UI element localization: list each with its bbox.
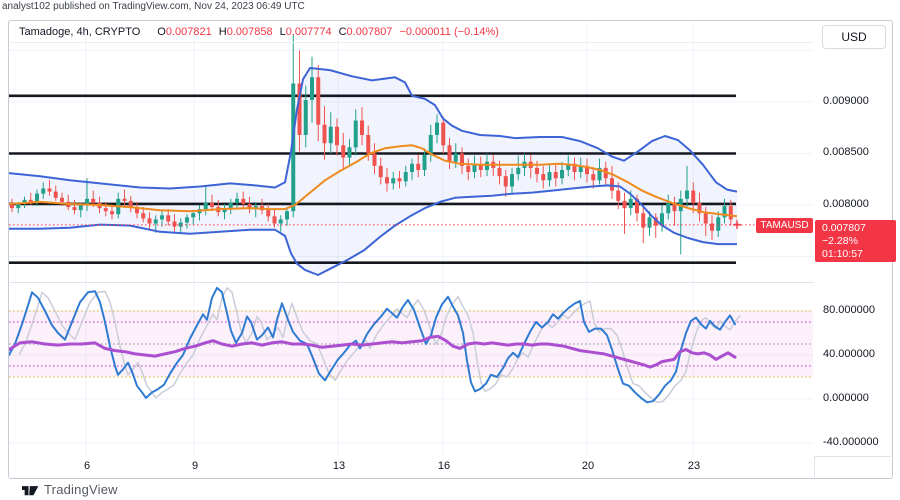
price-axis-label: 0.008000 bbox=[823, 198, 869, 210]
legend-high-label: H bbox=[218, 26, 227, 38]
price-axis-label: 0.008500 bbox=[823, 146, 869, 158]
legend-open-value: 0.007821 bbox=[165, 26, 212, 38]
price-axis-label: 40.000000 bbox=[823, 348, 875, 360]
time-axis-label: 16 bbox=[437, 460, 451, 472]
main-price-pane[interactable] bbox=[9, 22, 813, 282]
tradingview-icon bbox=[22, 485, 39, 495]
chart-widget: Tamadoge, 4h, CRYPTO O0.007821 H0.007858 L0… bbox=[8, 20, 896, 479]
price-axis-label: 0.009000 bbox=[823, 95, 869, 107]
tradingview-logo[interactable]: TradingView bbox=[22, 482, 118, 497]
time-axis-label: 23 bbox=[687, 460, 701, 472]
legend-low-value: 0.007774 bbox=[285, 26, 332, 38]
time-axis-label: 6 bbox=[83, 460, 91, 472]
last-price-change: −2.28% bbox=[822, 235, 858, 247]
price-line-symbol-tag: TAMAUSD bbox=[756, 218, 813, 233]
bollinger-bands bbox=[9, 67, 738, 276]
legend-open-label: O bbox=[157, 26, 166, 38]
last-price-box: 0.007807 −2.28% 01:10:57 bbox=[815, 220, 896, 262]
legend-close-value: 0.007807 bbox=[346, 26, 393, 38]
stoch-k-line bbox=[9, 286, 736, 404]
stochastic-pane[interactable] bbox=[9, 283, 813, 456]
legend-symbol[interactable]: Tamadoge, 4h, CRYPTO bbox=[19, 26, 141, 38]
tradingview-wordmark: TradingView bbox=[44, 482, 118, 497]
currency-toggle-usd[interactable]: USD bbox=[822, 25, 886, 49]
title-divider bbox=[10, 42, 814, 43]
legend-high-value: 0.007858 bbox=[226, 26, 273, 38]
chart-legend: Tamadoge, 4h, CRYPTO O0.007821 H0.007858 L0… bbox=[19, 26, 499, 38]
legend-low-label: L bbox=[279, 26, 286, 38]
price-axis-label: 0.000000 bbox=[823, 392, 869, 404]
price-axis-label: 80.000000 bbox=[823, 304, 875, 316]
bollinger-fill bbox=[9, 68, 737, 275]
attribution-text: analyst102 published on TradingView.com,… bbox=[2, 1, 305, 12]
stoch-d-line bbox=[9, 334, 737, 369]
stoch-band bbox=[9, 310, 813, 378]
last-price-line bbox=[9, 220, 813, 229]
pane-divider[interactable] bbox=[10, 282, 891, 283]
legend-change-value: −0.000011 (−0.14%) bbox=[399, 26, 499, 38]
stoch-signal-line bbox=[18, 287, 741, 404]
last-price-value: 0.007807 bbox=[822, 222, 866, 234]
time-axis-label: 20 bbox=[581, 460, 595, 472]
price-axis[interactable]: USD 0.0090000.0085000.0080000.00750080.0… bbox=[814, 21, 896, 456]
legend-close-label: C bbox=[338, 26, 347, 38]
bar-countdown: 01:10:57 bbox=[822, 248, 863, 260]
time-axis-label: 13 bbox=[332, 460, 346, 472]
time-axis[interactable]: 6 9 13 16 20 23 bbox=[9, 456, 814, 477]
time-axis-label: 9 bbox=[191, 460, 199, 472]
price-axis-label: -40.000000 bbox=[823, 436, 879, 448]
